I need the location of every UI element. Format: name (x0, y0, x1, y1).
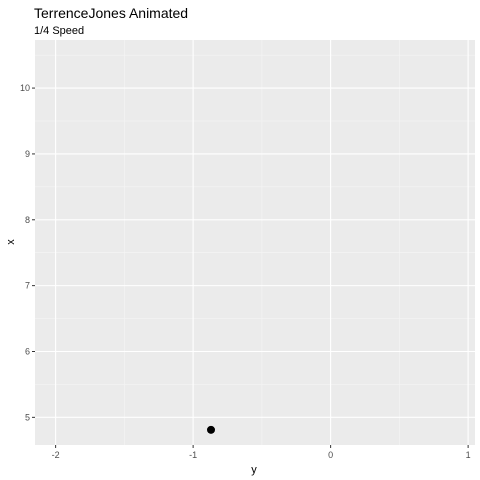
y-axis-ticks: 5 6 7 8 9 10 (20, 83, 35, 422)
data-point (207, 425, 215, 434)
x-tick-label: 0 (328, 450, 333, 460)
x-tick-label: -2 (52, 450, 60, 460)
x-axis-title: y (251, 464, 257, 476)
y-tick-label: 9 (25, 149, 30, 159)
minor-grid (35, 40, 475, 445)
y-axis-title: x (5, 239, 17, 245)
chart-subtitle: 1/4 Speed (34, 25, 84, 37)
y-tick-label: 10 (20, 83, 30, 93)
y-tick-label: 6 (25, 346, 30, 356)
chart-title: TerrenceJones Animated (34, 5, 188, 21)
x-tick-label: -1 (189, 450, 197, 460)
data-points (207, 425, 215, 434)
x-axis-ticks: -2 -1 0 1 (52, 445, 471, 460)
y-tick-label: 7 (25, 281, 30, 291)
y-tick-label: 5 (25, 412, 30, 422)
x-tick-label: 1 (466, 450, 471, 460)
major-grid (35, 40, 475, 445)
y-tick-label: 8 (25, 215, 30, 225)
plot-panel (35, 40, 475, 445)
